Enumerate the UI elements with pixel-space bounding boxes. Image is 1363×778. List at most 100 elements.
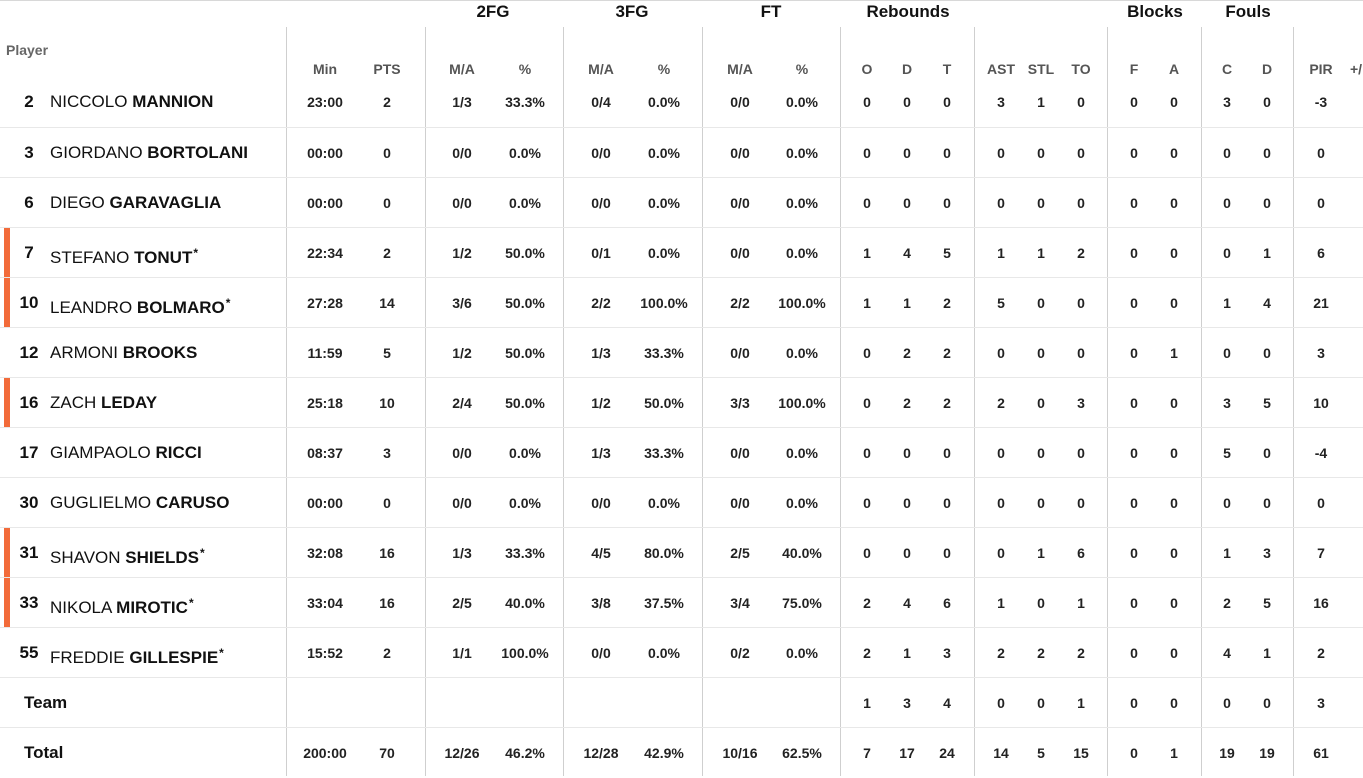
stat-cell: 0 [383, 495, 391, 511]
player-number: 30 [19, 493, 39, 512]
stat-cell: -3 [1314, 94, 1328, 110]
player-name-link[interactable]: Giordano Bortolani [50, 128, 248, 178]
stat-cell: 0.0% [648, 195, 680, 211]
stat-cell: 3 [1317, 695, 1325, 711]
stat-cell: 0 [1223, 345, 1231, 361]
stat-cell: 0.0% [786, 495, 818, 511]
player-first-name: Leandro [50, 298, 133, 317]
column-header[interactable]: % [657, 61, 671, 77]
stat-cell: 0 [1037, 145, 1045, 161]
stat-cell: 3 [1223, 395, 1231, 411]
stat-cell: 2 [1077, 245, 1085, 261]
stat-cell: 00:00 [307, 195, 343, 211]
stat-cell: 0 [1037, 695, 1045, 711]
column-header[interactable]: +/ [1349, 61, 1363, 77]
column-header[interactable]: T [942, 61, 952, 77]
column-header[interactable]: F [1129, 61, 1139, 77]
stat-cell: 0 [1317, 145, 1325, 161]
stat-cell: 14 [379, 295, 395, 311]
stat-cell: 0 [383, 195, 391, 211]
stat-cell: 0 [943, 195, 951, 211]
stat-cell: 2 [1223, 595, 1231, 611]
column-header[interactable]: C [1221, 61, 1233, 77]
stat-cell: -4 [1314, 445, 1328, 461]
stat-cell: 50.0% [505, 245, 545, 261]
stat-cell: 0 [997, 495, 1005, 511]
stat-cell: 100.0% [501, 645, 549, 661]
stat-cell: 2 [863, 595, 871, 611]
starter-indicator [4, 578, 10, 628]
stat-cell: 3 [1077, 395, 1085, 411]
stat-cell: 0 [1130, 145, 1138, 161]
stat-cell: 2/2 [591, 295, 611, 311]
top-border [0, 0, 1363, 1]
stat-cell: 200:00 [303, 745, 347, 761]
starter-star: * [193, 246, 199, 260]
player-name-link[interactable]: Stefano Tonut* [50, 228, 198, 278]
stat-cell: 0 [903, 195, 911, 211]
starter-star: * [188, 596, 194, 610]
player-name-link[interactable]: Giampaolo Ricci [50, 428, 202, 478]
player-name-link[interactable]: Guglielmo Caruso [50, 478, 230, 528]
stat-cell: 0 [1170, 94, 1178, 110]
column-header[interactable]: % [518, 61, 532, 77]
player-name-link[interactable]: Shavon Shields* [50, 528, 205, 578]
total-label: Total [24, 743, 64, 762]
stat-cell [772, 678, 832, 728]
stat-cell: 16 [379, 595, 395, 611]
stat-cell: 0 [1223, 195, 1231, 211]
column-header[interactable]: % [795, 61, 809, 77]
player-name-link[interactable]: Zach Leday [50, 378, 157, 428]
group-header-ft: FT [760, 2, 782, 21]
column-header[interactable]: AST [987, 61, 1015, 77]
stat-cell: 0 [1170, 295, 1178, 311]
player-name-link[interactable]: Nikola Mirotic* [50, 578, 194, 628]
stat-cell: 0/0 [730, 195, 750, 211]
player-name-link[interactable]: Diego Garavaglia [50, 178, 221, 228]
stat-cell: 1 [863, 245, 871, 261]
column-separator [1107, 27, 1108, 776]
column-header[interactable]: PIR [1309, 61, 1333, 77]
player-last-name: Garavaglia [109, 193, 222, 212]
column-header-row: Min PTS M/A% M/A% M/A% O D T AST STL TO F A C D PIR +/ [0, 55, 1363, 83]
starter-star: * [219, 646, 224, 660]
stat-cell: 2 [1037, 645, 1045, 661]
column-header[interactable]: Min [312, 61, 338, 77]
player-last-name: Ricci [155, 443, 202, 462]
column-header[interactable]: TO [1071, 61, 1091, 77]
column-header[interactable]: M/A [588, 61, 614, 77]
stat-cell: 0 [903, 445, 911, 461]
starter-star: * [225, 296, 231, 310]
stat-cell: 0 [1130, 745, 1138, 761]
column-header[interactable]: PTS [373, 61, 401, 77]
column-header[interactable]: M/A [449, 61, 475, 77]
player-name-link[interactable]: Freddie Gillespie* [50, 628, 224, 678]
stat-cell: 1 [1223, 295, 1231, 311]
column-header[interactable]: A [1168, 61, 1180, 77]
column-header[interactable]: D [1261, 61, 1273, 77]
player-name-link[interactable]: Leandro Bolmaro* [50, 278, 230, 328]
stat-cell: 5 [943, 245, 951, 261]
column-header[interactable]: D [901, 61, 913, 77]
stat-cell: 0 [1223, 695, 1231, 711]
stat-cell: 0 [997, 145, 1005, 161]
total-row: Total 200:00 70 12/26 46.2% 12/28 42.9% 10/16 62… [0, 727, 1363, 778]
stat-cell: 0 [997, 695, 1005, 711]
player-name-link[interactable]: Armoni Brooks [50, 328, 197, 378]
column-header[interactable]: O [861, 61, 873, 77]
column-header[interactable]: STL [1027, 61, 1055, 77]
stat-cell: 0.0% [509, 495, 541, 511]
player-name-link[interactable]: Niccolo Mannion [50, 77, 213, 127]
stat-cell: 0 [1130, 195, 1138, 211]
stat-cell: 2/4 [452, 395, 472, 411]
stat-cell: 0 [863, 545, 871, 561]
player-number: 16 [19, 393, 39, 412]
stat-cell: 6 [1077, 545, 1085, 561]
stat-cell: 0 [1037, 445, 1045, 461]
column-header[interactable]: M/A [727, 61, 753, 77]
stat-cell [634, 678, 694, 728]
stat-cell: 0 [943, 495, 951, 511]
stat-cell: 4 [943, 695, 951, 711]
group-header-3fg: 3FG [615, 2, 649, 21]
stat-cell: 100.0% [778, 395, 826, 411]
